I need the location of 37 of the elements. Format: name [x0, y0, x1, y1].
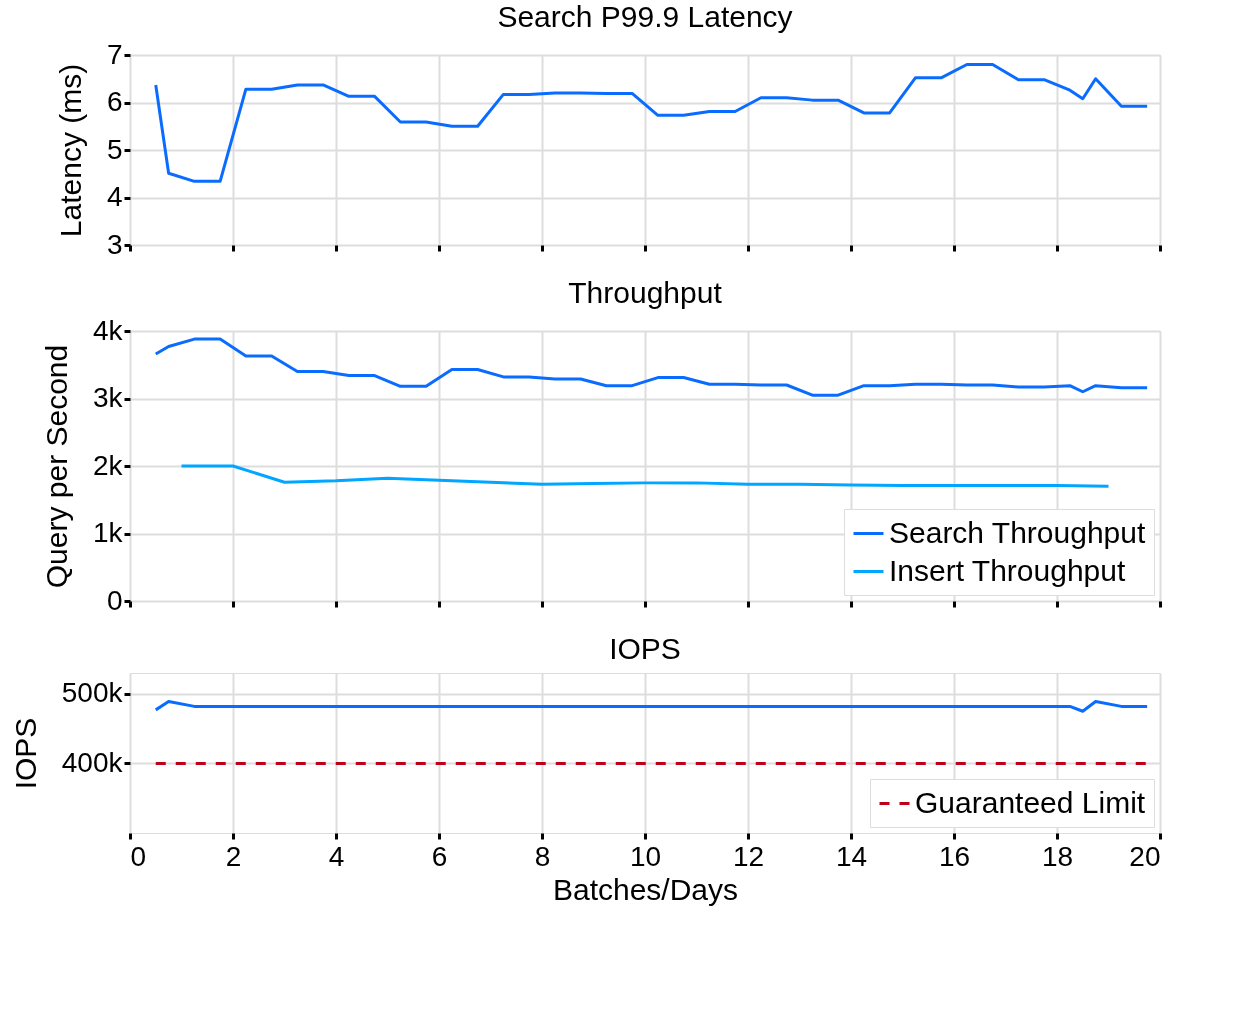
chart-title: Throughput [568, 276, 723, 309]
x-tick-label: 12 [732, 840, 765, 872]
y-tick-label: 5 [106, 133, 123, 165]
x-axis-title: Batches/Days [552, 872, 739, 906]
x-tick-label: 16 [938, 840, 971, 872]
y-tick-label: 3 [106, 228, 123, 260]
y-tick-label: 0 [106, 584, 123, 616]
x-tick-label: 6 [431, 840, 448, 872]
y-tick-label: 500k [61, 677, 124, 709]
legend-label: Guaranteed Limit [915, 785, 1146, 819]
x-tick-label: 14 [835, 840, 868, 872]
x-tick-label: 2 [225, 840, 242, 872]
legend-label: Search Throughput [889, 515, 1146, 549]
x-tick-label: 18 [1041, 840, 1074, 872]
y-tick-label: 2k [92, 449, 124, 481]
line-series [154, 700, 1149, 713]
x-tick-label: 0 [130, 840, 147, 872]
legend-label: Insert Throughput [889, 553, 1126, 587]
y-axis-title: Query per Second [39, 344, 73, 589]
x-tick-label: 10 [629, 840, 662, 872]
line-series [154, 337, 1149, 397]
y-tick-label: 1k [92, 517, 124, 548]
y-tick-label: 7 [106, 38, 123, 70]
y-tick-label: 3k [92, 382, 124, 413]
y-tick-label: 6 [106, 86, 123, 117]
y-tick-label: 400k [61, 746, 124, 778]
chart-title: Search P99.9 Latency [497, 0, 793, 33]
y-tick-label: 4k [92, 314, 124, 346]
y-axis-title: IOPS [8, 717, 42, 790]
x-tick-label: 8 [534, 840, 551, 872]
x-tick-label: 20 [1129, 840, 1161, 872]
line-series [180, 464, 1110, 488]
y-axis-title: Latency (ms) [53, 63, 87, 238]
y-tick-label: 4 [106, 181, 123, 212]
line-series [154, 63, 1149, 183]
chart-title: IOPS [609, 632, 681, 665]
x-tick-label: 4 [328, 840, 345, 872]
